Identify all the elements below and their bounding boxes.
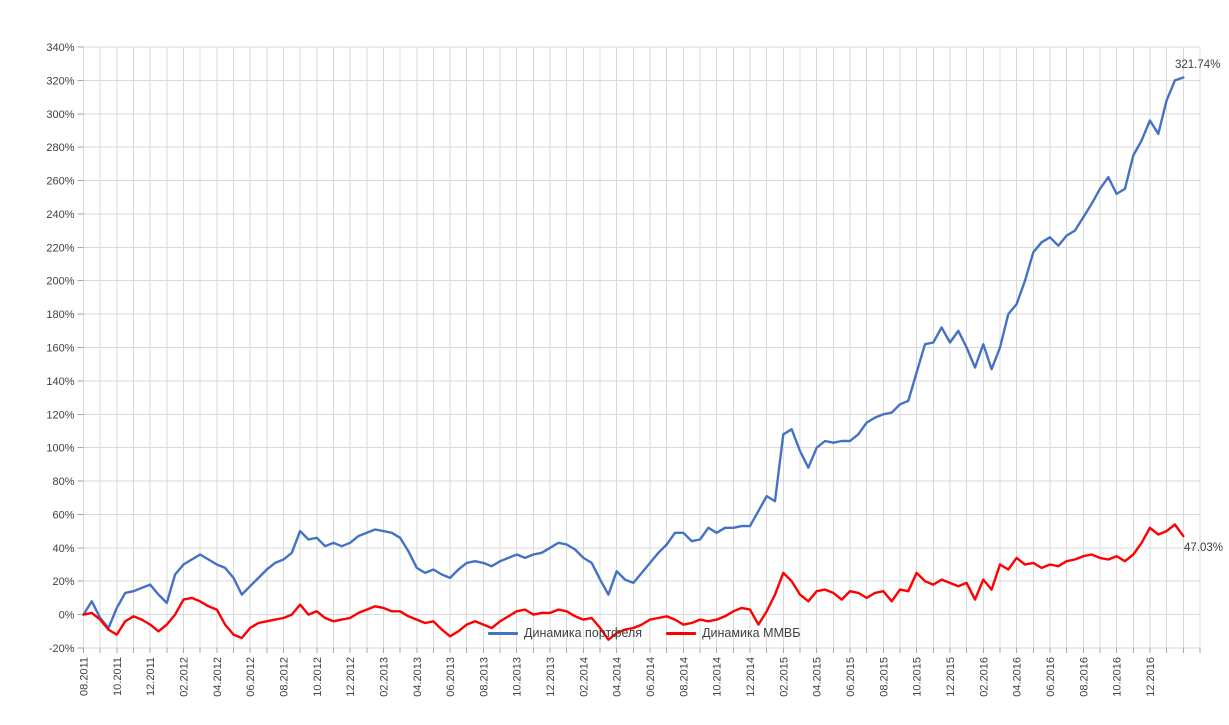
y-axis-tick-label: 160% bbox=[46, 343, 74, 355]
micex-line-swatch-icon bbox=[666, 631, 697, 635]
y-axis-tick-label: 40% bbox=[52, 543, 74, 555]
x-axis-tick-label: 06.2012 bbox=[245, 657, 257, 697]
y-axis-tick-label: 80% bbox=[52, 476, 74, 488]
x-axis-tick-label: 12.2014 bbox=[745, 657, 757, 697]
legend-item-portfolio[interactable]: Динамика портфеля bbox=[488, 627, 642, 640]
x-axis-tick-label: 04.2014 bbox=[612, 657, 624, 697]
x-axis-tick-label: 10.2016 bbox=[1112, 657, 1124, 697]
legend-label-portfolio: Динамика портфеля bbox=[524, 626, 643, 640]
x-axis-tick-label: 10.2012 bbox=[312, 657, 324, 697]
y-axis-tick-label: 300% bbox=[46, 109, 74, 121]
series-line-portfolio bbox=[82, 76, 1185, 630]
y-axis-tick-label: 340% bbox=[46, 42, 74, 54]
x-axis-tick-label: 06.2013 bbox=[445, 657, 457, 697]
x-axis-labels: 08.2011 10.2011 12.2011 02.2012 04.2012 06.20… bbox=[79, 657, 1157, 697]
x-axis-tick-label: 02.2013 bbox=[378, 657, 390, 697]
y-axis-tick-label: 260% bbox=[46, 176, 74, 188]
y-axis-tick-label: 280% bbox=[46, 142, 74, 154]
y-axis-tick-label: -20% bbox=[49, 643, 75, 655]
legend-label-micex: Динамика ММВБ bbox=[702, 626, 801, 640]
series-line-micex bbox=[82, 523, 1185, 641]
x-axis-tick-label: 02.2012 bbox=[178, 657, 190, 697]
y-axis-tick-label: 60% bbox=[52, 509, 74, 521]
legend: Динамика портфеля Динамика ММВБ bbox=[488, 627, 800, 640]
x-axis-tick-label: 10.2014 bbox=[712, 657, 724, 697]
x-axis-tick-label: 06.2015 bbox=[845, 657, 857, 697]
x-axis-tick-label: 08.2016 bbox=[1078, 657, 1090, 697]
y-axis-tick-label: 120% bbox=[46, 409, 74, 421]
legend-item-micex[interactable]: Динамика ММВБ bbox=[666, 627, 800, 640]
x-axis-tick-label: 12.2012 bbox=[345, 657, 357, 697]
x-axis-tick-label: 04.2013 bbox=[412, 657, 424, 697]
x-axis-tick-label: 04.2016 bbox=[1012, 657, 1024, 697]
x-axis-tick-label: 06.2016 bbox=[1045, 657, 1057, 697]
gridlines bbox=[83, 46, 1201, 649]
x-axis-tick-label: 08.2013 bbox=[478, 657, 490, 697]
y-axis-tick-label: 200% bbox=[46, 276, 74, 288]
portfolio-line-swatch-icon bbox=[488, 631, 518, 635]
x-axis-tick-label: 12.2011 bbox=[145, 657, 157, 696]
y-axis-tick-label: 220% bbox=[46, 242, 74, 254]
x-axis-tick-label: 08.2012 bbox=[278, 657, 290, 697]
x-axis-tick-label: 10.2011 bbox=[112, 657, 124, 696]
x-axis-tick-label: 06.2014 bbox=[645, 657, 657, 697]
x-axis-tick-label: 04.2012 bbox=[212, 657, 224, 697]
x-axis-tick-label: 02.2016 bbox=[978, 657, 990, 697]
axis-ticks bbox=[77, 46, 1201, 653]
x-axis-tick-label: 02.2014 bbox=[578, 657, 590, 697]
y-axis-labels: 340% 320% 300% 280% 260% 240% 220% 200% 180% 160%… bbox=[46, 42, 74, 655]
x-axis-tick-label: 08.2015 bbox=[878, 657, 890, 697]
x-axis-tick-label: 08.2014 bbox=[678, 657, 690, 697]
x-axis-tick-label: 12.2013 bbox=[545, 657, 557, 697]
y-axis-tick-label: 240% bbox=[46, 209, 74, 221]
y-axis-tick-label: 180% bbox=[46, 309, 74, 321]
x-axis-tick-label: 04.2015 bbox=[812, 657, 824, 697]
x-axis-tick-label: 12.2016 bbox=[1145, 657, 1157, 697]
x-axis-tick-label: 08.2011 bbox=[79, 657, 91, 696]
end-label-micex: 47.03% bbox=[1184, 542, 1224, 554]
y-axis-tick-label: 0% bbox=[59, 610, 75, 622]
y-axis-tick-label: 20% bbox=[52, 576, 74, 588]
x-axis-tick-label: 12.2015 bbox=[945, 657, 957, 697]
x-axis-tick-label: 02.2015 bbox=[778, 657, 790, 697]
end-label-portfolio: 321.74% bbox=[1175, 59, 1221, 71]
x-axis-tick-label: 10.2015 bbox=[912, 657, 924, 697]
y-axis-tick-label: 140% bbox=[46, 376, 74, 388]
y-axis-tick-label: 320% bbox=[46, 75, 74, 87]
x-axis-tick-label: 10.2013 bbox=[512, 657, 524, 697]
y-axis-tick-label: 100% bbox=[46, 443, 74, 455]
